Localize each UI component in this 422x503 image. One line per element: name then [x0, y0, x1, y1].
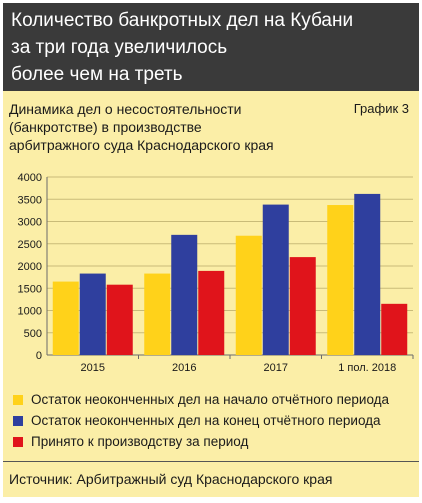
bar-chart: 0 500 1000 1500 2000 2500 3000 3500 4000 2015 2016…	[18, 172, 414, 374]
legend-item-end: Остаток неоконченных дел на конец отчётн…	[13, 412, 413, 430]
header-banner: Количество банкротных дел на Кубани за т…	[3, 3, 419, 91]
y-tick-label: 1000	[18, 306, 42, 318]
bar-start-2	[235, 235, 262, 355]
chart-subtitle-line-3: арбитражного суда Краснодарского края	[9, 137, 274, 153]
headline-line-1: Количество банкротных дел на Кубани	[11, 10, 354, 31]
bar-end-0	[79, 273, 106, 355]
x-tick-label: 2016	[172, 362, 196, 374]
bar-accepted-0	[106, 284, 133, 355]
x-tick-label: 1 пол. 2018	[338, 362, 396, 374]
y-tick-label: 0	[36, 350, 42, 362]
bar-end-2	[262, 204, 289, 355]
legend-swatch-red	[13, 437, 23, 447]
legend-label-accepted: Принято к производству за период	[31, 434, 249, 449]
bar-accepted-2	[289, 257, 316, 355]
x-tick-label: 2017	[264, 362, 288, 374]
footer: Источник: Арбитражный суд Краснодарского…	[3, 461, 419, 498]
legend-swatch-blue	[13, 416, 23, 426]
y-tick-label: 2000	[18, 261, 42, 273]
bar-accepted-3	[381, 303, 408, 355]
bar-accepted-1	[198, 270, 225, 355]
graph-number-label: График 3	[353, 101, 409, 116]
y-tick-label: 2500	[18, 239, 42, 251]
chart-subtitle-line-1: Динамика дел о несостоятельности	[9, 101, 242, 117]
legend-item-start: Остаток неоконченных дел на начало отчёт…	[13, 391, 413, 409]
y-tick-label: 3500	[18, 194, 42, 206]
y-tick-label: 500	[24, 328, 42, 340]
bar-end-3	[354, 193, 381, 355]
x-tick-label: 2015	[81, 362, 105, 374]
legend-item-accepted: Принято к производству за период	[13, 433, 413, 451]
legend-label-start: Остаток неоконченных дел на начало отчёт…	[31, 392, 390, 407]
legend: Остаток неоконченных дел на начало отчёт…	[13, 391, 413, 454]
source-note: Источник: Арбитражный суд Краснодарского…	[9, 471, 333, 487]
headline-line-2: за три года увеличилось	[11, 37, 228, 58]
y-tick-label: 1500	[18, 283, 42, 295]
legend-swatch-yellow	[13, 395, 23, 405]
y-tick-label: 3000	[18, 217, 42, 229]
headline-line-3: более чем на треть	[11, 64, 183, 85]
bar-end-1	[171, 234, 198, 355]
bar-start-1	[144, 273, 171, 355]
y-tick-label: 4000	[18, 172, 42, 184]
bar-start-3	[327, 205, 354, 355]
chart-subtitle-line-2: (банкротстве) в производстве	[9, 119, 202, 135]
infographic: Количество банкротных дел на Кубани за т…	[3, 3, 419, 497]
legend-label-end: Остаток неоконченных дел на конец отчётн…	[31, 413, 381, 428]
bar-start-0	[52, 281, 79, 355]
